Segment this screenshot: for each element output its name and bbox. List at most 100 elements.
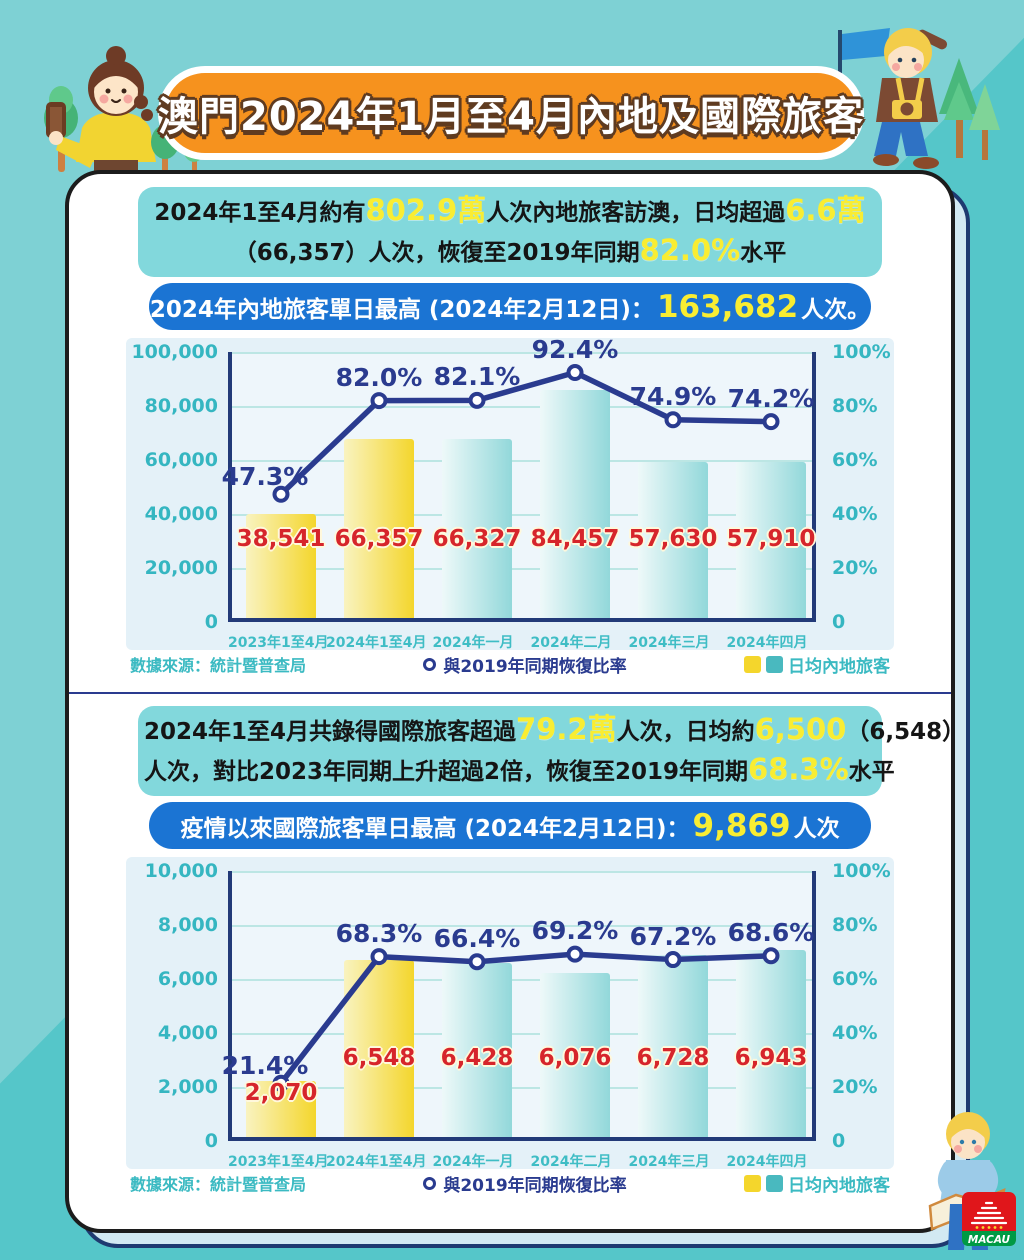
- line-point-label: 74.9%: [629, 381, 717, 411]
- y-axis-tick-left: 80,000: [144, 395, 218, 417]
- line-point: [468, 391, 486, 409]
- gridline: [232, 460, 812, 462]
- bar-value-label: 6,943: [734, 1045, 808, 1071]
- y-axis-tick-right: 100%: [832, 860, 891, 882]
- bar: [638, 462, 708, 618]
- teal-swatch-icon: [766, 655, 783, 673]
- line-marker-icon: [423, 1176, 437, 1190]
- section-divider: [69, 692, 951, 694]
- bar-value-label: 57,630: [628, 526, 718, 552]
- text-segment: 人次，對比2023年同期上升超過2倍，恢復至2019年同期: [144, 759, 749, 785]
- international-chart: 10,000 8,000 6,000 4,000 2,000 0 100% 80% 60% 40%…: [126, 857, 894, 1170]
- mainland-summary: 2024年1至4月約有802.9萬人次內地旅客訪澳，日均超過6.6萬 （66,3…: [138, 187, 882, 277]
- line-point: [762, 947, 780, 965]
- y-axis-tick-right: 40%: [832, 1022, 878, 1044]
- y-axis-tick-left: 6,000: [157, 968, 218, 990]
- bar-value-label: 6,428: [440, 1045, 514, 1071]
- mainland-section: 2024年1至4月約有802.9萬人次內地旅客訪澳，日均超過6.6萬 （66,3…: [126, 187, 894, 677]
- highlight-number: 79.2萬: [516, 712, 617, 746]
- line-legend-label: 與2019年同期恢復比率: [443, 1175, 627, 1196]
- text-segment: 水平: [848, 759, 895, 785]
- x-axis-tick: 2024年四月: [726, 1154, 808, 1170]
- line-point: [664, 951, 682, 969]
- gridline: [232, 352, 812, 354]
- y-axis-tick-left: 4,000: [157, 1022, 218, 1044]
- y-axis-tick-left: 20,000: [144, 557, 218, 579]
- x-axis-tick: 2024年二月: [530, 1154, 612, 1170]
- gridline: [232, 1087, 812, 1089]
- line-point-label: 66.4%: [433, 923, 521, 953]
- line-point: [370, 948, 388, 966]
- recovery-rate-line: [272, 945, 780, 1092]
- bar: [638, 955, 708, 1137]
- gridline: [232, 925, 812, 927]
- bar-legend-label: 日均內地旅客: [788, 656, 890, 677]
- plot-area: 38,541 66,357 66,327 84,457 57,630 57,910 47.3…: [222, 336, 816, 622]
- line-point-label: 68.6%: [727, 917, 815, 947]
- girl-tourist-illustration: [44, 46, 156, 178]
- line-point: [566, 945, 584, 963]
- highlight-number: 6.6萬: [785, 193, 866, 227]
- summary-line: 人次，對比2023年同期上升超過2倍，恢復至2019年同期68.3%水平: [144, 751, 895, 791]
- boy-tourist-illustration: [838, 28, 1000, 169]
- gridline: [232, 568, 812, 570]
- text-segment: 2024年內地旅客單日最高 (2024年2月12日)：: [149, 296, 654, 323]
- bar-value-label: 38,541: [236, 526, 326, 552]
- y-axis-tick-right: 100%: [832, 341, 891, 363]
- text-segment: 疫情以來國際旅客單日最高 (2024年2月12日)：: [180, 815, 690, 842]
- yellow-swatch-icon: [744, 1174, 761, 1192]
- bar-legend: 日均內地旅客: [744, 1171, 890, 1196]
- summary-line: （66,357）人次，恢復至2019年同期82.0%水平: [144, 232, 876, 272]
- text-segment: （66,357）人次，恢復至2019年同期: [233, 240, 640, 266]
- y-axis-tick-left: 2,000: [157, 1076, 218, 1098]
- line-point: [468, 953, 486, 971]
- y-axis-tick-right: 60%: [832, 968, 878, 990]
- y-axis-tick-right: 20%: [832, 557, 878, 579]
- international-chart-footer: 數據來源：統計暨普查局 與2019年同期恢復比率 日均內地旅客: [126, 1171, 894, 1196]
- text-segment: 2024年1至4月約有: [154, 200, 366, 226]
- line-point-label: 67.2%: [629, 921, 717, 951]
- bar-value-label: 66,327: [432, 526, 522, 552]
- mainland-daily-peak-banner: 2024年內地旅客單日最高 (2024年2月12日)： 163,682 人次。: [149, 283, 871, 330]
- yellow-swatch-icon: [744, 655, 761, 673]
- international-daily-peak-banner: 疫情以來國際旅客單日最高 (2024年2月12日)： 9,869 人次: [149, 802, 871, 849]
- highlight-number: 68.3%: [748, 752, 849, 786]
- line-point-label: 82.1%: [433, 362, 521, 392]
- international-summary: 2024年1至4月共錄得國際旅客超過79.2萬人次，日均約6,500（6,548…: [138, 706, 965, 796]
- mainland-chart-footer: 數據來源：統計暨普查局 與2019年同期恢復比率 日均內地旅客: [126, 652, 894, 677]
- y-axis-tick-left: 60,000: [144, 449, 218, 471]
- mainland-chart: 100,000 80,000 60,000 40,000 20,000 0 100% 80% 6…: [126, 336, 894, 651]
- text-segment: 水平: [740, 240, 787, 266]
- bar: [540, 973, 610, 1137]
- svg-text:MACAU: MACAU: [968, 1234, 1011, 1246]
- line-point: [272, 1074, 290, 1092]
- y-axis-tick-left: 40,000: [144, 503, 218, 525]
- bar-legend-label: 日均內地旅客: [788, 1175, 890, 1196]
- recovery-rate-line: [272, 364, 780, 503]
- y-axis-tick-right: 80%: [832, 914, 878, 936]
- line-point: [762, 413, 780, 431]
- line-marker-icon: [423, 657, 437, 671]
- line-point-label: 68.3%: [335, 918, 423, 948]
- teal-swatch-icon: [766, 1174, 783, 1192]
- main-card: 2024年1至4月約有802.9萬人次內地旅客訪澳，日均超過6.6萬 （66,3…: [65, 170, 965, 1233]
- page-title: 澳門2024年1月至4月內地及國際旅客: [158, 94, 864, 140]
- x-axis-tick: 2023年1至4月: [228, 635, 329, 651]
- y-axis-tick-right: 80%: [832, 395, 878, 417]
- line-point-label: 74.2%: [727, 383, 815, 413]
- line-legend: 與2019年同期恢復比率: [423, 652, 627, 677]
- bar: [736, 950, 806, 1137]
- bar-value-label: 66,357: [334, 526, 424, 552]
- line-point-label: 82.0%: [335, 362, 423, 392]
- y-axis-tick-left: 0: [204, 611, 218, 633]
- bar-value-label: 84,457: [530, 526, 620, 552]
- line-legend: 與2019年同期恢復比率: [423, 1171, 627, 1196]
- data-source-label: 數據來源：統計暨普查局: [130, 1175, 307, 1194]
- highlight-number: 82.0%: [639, 233, 741, 267]
- y-axis-tick-right: 0: [832, 1130, 846, 1152]
- plot-area: 2,070 6,548 6,428 6,076 6,728 6,943 21.4% 68.3%…: [222, 871, 816, 1141]
- bar: [540, 390, 610, 618]
- data-source-label: 數據來源：統計暨普查局: [130, 656, 307, 675]
- bar: [344, 439, 414, 618]
